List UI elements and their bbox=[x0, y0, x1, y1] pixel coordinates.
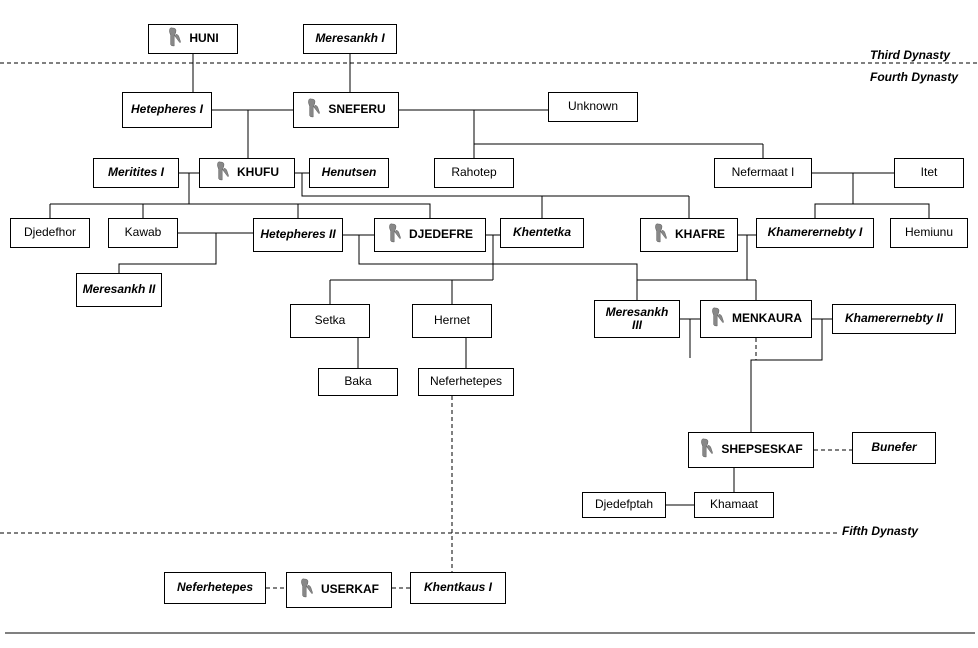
tree-node-huni: HUNI bbox=[148, 24, 238, 54]
tree-node-henutsen: Henutsen bbox=[309, 158, 389, 188]
node-label: SHEPSESKAF bbox=[721, 443, 802, 456]
node-label: Neferhetepes bbox=[177, 581, 253, 594]
family-tree-diagram: Third Dynasty Fourth Dynasty Fifth Dynasty… bbox=[0, 0, 978, 648]
node-label: Meresankh I bbox=[315, 32, 384, 45]
node-label: Meresankh III bbox=[599, 306, 675, 332]
tree-node-khufu: KHUFU bbox=[199, 158, 295, 188]
node-label: Djedefhor bbox=[24, 226, 76, 239]
tree-node-meresankh3: Meresankh III bbox=[594, 300, 680, 338]
tree-node-unknown: Unknown bbox=[548, 92, 638, 122]
node-label: Khamerernebty I bbox=[768, 226, 863, 239]
tree-node-setka: Setka bbox=[290, 304, 370, 338]
node-label: Henutsen bbox=[322, 166, 377, 179]
tree-edge bbox=[189, 204, 430, 218]
node-label: Nefermaat I bbox=[732, 166, 795, 179]
tree-node-nefermaat1: Nefermaat I bbox=[714, 158, 812, 188]
tree-node-meritites1: Meritites I bbox=[93, 158, 179, 188]
dynasty-label: Third Dynasty bbox=[870, 48, 950, 62]
node-label: Neferhetepes bbox=[430, 375, 502, 388]
dynasty-label: Fifth Dynasty bbox=[842, 524, 918, 538]
node-label: KHUFU bbox=[237, 166, 279, 179]
crown-icon bbox=[215, 160, 237, 185]
tree-node-meresankh1: Meresankh I bbox=[303, 24, 397, 54]
node-label: Meritites I bbox=[108, 166, 164, 179]
tree-node-kawab: Kawab bbox=[108, 218, 178, 248]
tree-node-khamer2: Khamerernebty II bbox=[832, 304, 956, 334]
node-label: Khamerernebty II bbox=[845, 312, 943, 325]
tree-node-khamer1: Khamerernebty I bbox=[756, 218, 874, 248]
tree-node-khentkaus1: Khentkaus I bbox=[410, 572, 506, 604]
node-label: SNEFERU bbox=[328, 103, 385, 116]
node-label: Meresankh II bbox=[83, 283, 156, 296]
node-label: Rahotep bbox=[451, 166, 496, 179]
tree-node-neferhetepes: Neferhetepes bbox=[418, 368, 514, 396]
crown-icon bbox=[306, 97, 328, 122]
node-label: Bunefer bbox=[871, 441, 916, 454]
tree-node-hemiunu: Hemiunu bbox=[890, 218, 968, 248]
node-label: Djedefptah bbox=[595, 498, 653, 511]
tree-node-hetepheres2: Hetepheres II bbox=[253, 218, 343, 252]
node-label: KHAFRE bbox=[675, 228, 725, 241]
node-label: Hetepheres I bbox=[131, 103, 203, 116]
tree-node-shepseskaf: SHEPSESKAF bbox=[688, 432, 814, 468]
node-label: Unknown bbox=[568, 100, 618, 113]
tree-node-djedefre: DJEDEFRE bbox=[374, 218, 486, 252]
tree-node-menkaura: MENKAURA bbox=[700, 300, 812, 338]
crown-icon bbox=[167, 26, 189, 51]
crown-icon bbox=[710, 306, 732, 331]
tree-node-neferhetepes2: Neferhetepes bbox=[164, 572, 266, 604]
node-label: Khentetka bbox=[513, 226, 571, 239]
dynasty-label: Fourth Dynasty bbox=[870, 70, 958, 84]
tree-node-hernet: Hernet bbox=[412, 304, 492, 338]
tree-node-khafre: KHAFRE bbox=[640, 218, 738, 252]
tree-node-meresankh2: Meresankh II bbox=[76, 273, 162, 307]
tree-node-userkaf: USERKAF bbox=[286, 572, 392, 608]
node-label: Hernet bbox=[434, 314, 470, 327]
node-label: Kawab bbox=[125, 226, 162, 239]
tree-node-khamaat: Khamaat bbox=[694, 492, 774, 518]
node-label: MENKAURA bbox=[732, 312, 802, 325]
tree-node-djedefptah: Djedefptah bbox=[582, 492, 666, 518]
crown-icon bbox=[299, 577, 321, 602]
node-label: Khamaat bbox=[710, 498, 758, 511]
tree-node-baka: Baka bbox=[318, 368, 398, 396]
tree-node-itet: Itet bbox=[894, 158, 964, 188]
node-label: Itet bbox=[921, 166, 938, 179]
node-label: HUNI bbox=[189, 32, 218, 45]
tree-edge bbox=[815, 204, 853, 218]
crown-icon bbox=[387, 222, 409, 247]
node-label: Setka bbox=[315, 314, 346, 327]
tree-node-bunefer: Bunefer bbox=[852, 432, 936, 464]
tree-node-djedefhor: Djedefhor bbox=[10, 218, 90, 248]
tree-node-rahotep: Rahotep bbox=[434, 158, 514, 188]
crown-icon bbox=[653, 222, 675, 247]
tree-node-sneferu: SNEFERU bbox=[293, 92, 399, 128]
node-label: Hemiunu bbox=[905, 226, 953, 239]
node-label: Khentkaus I bbox=[424, 581, 492, 594]
node-label: DJEDEFRE bbox=[409, 228, 473, 241]
tree-node-hetepheres1: Hetepheres I bbox=[122, 92, 212, 128]
tree-node-khentetka: Khentetka bbox=[500, 218, 584, 248]
node-label: Baka bbox=[344, 375, 371, 388]
node-label: Hetepheres II bbox=[260, 228, 335, 241]
crown-icon bbox=[699, 437, 721, 462]
node-label: USERKAF bbox=[321, 583, 379, 596]
